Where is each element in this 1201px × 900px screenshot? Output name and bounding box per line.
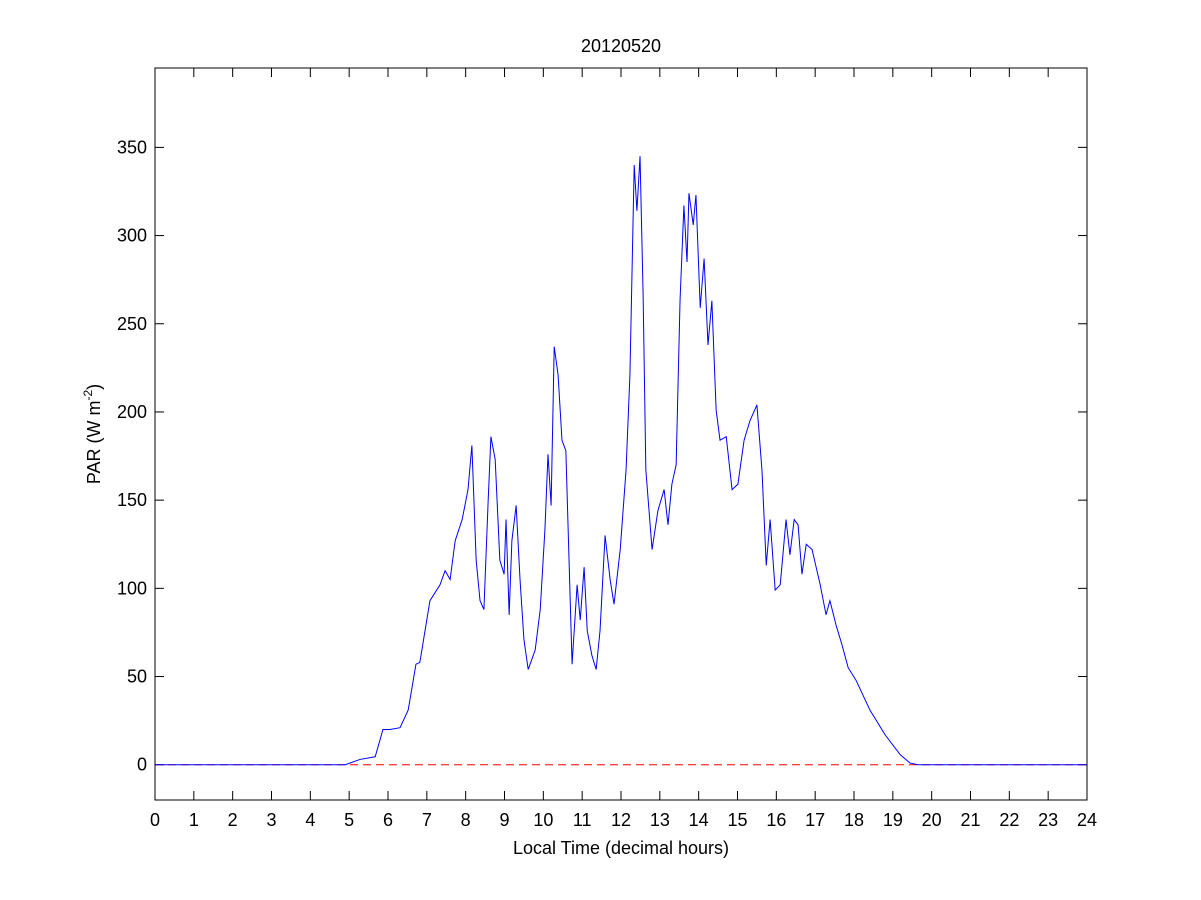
y-tick-label: 50	[127, 667, 147, 687]
x-tick-label: 21	[960, 810, 980, 830]
x-tick-label: 3	[266, 810, 276, 830]
y-axis-label-superscript: -2	[81, 390, 95, 401]
y-tick-label: 350	[117, 137, 147, 157]
x-tick-label: 24	[1077, 810, 1097, 830]
x-tick-label: 7	[422, 810, 432, 830]
x-tick-label: 5	[344, 810, 354, 830]
x-tick-label: 22	[999, 810, 1019, 830]
y-tick-label: 200	[117, 402, 147, 422]
x-tick-label: 10	[533, 810, 553, 830]
y-axis-label-text: )	[84, 384, 104, 390]
x-tick-label: 23	[1038, 810, 1058, 830]
y-tick-label: 0	[137, 755, 147, 775]
x-tick-label: 6	[383, 810, 393, 830]
y-tick-label: 100	[117, 578, 147, 598]
x-tick-label: 8	[461, 810, 471, 830]
x-tick-label: 17	[805, 810, 825, 830]
x-tick-label: 2	[228, 810, 238, 830]
x-tick-label: 1	[189, 810, 199, 830]
x-tick-label: 12	[611, 810, 631, 830]
x-axis-label: Local Time (decimal hours)	[513, 838, 729, 858]
x-tick-label: 18	[844, 810, 864, 830]
x-tick-label: 16	[766, 810, 786, 830]
y-tick-label: 150	[117, 490, 147, 510]
x-tick-label: 11	[573, 810, 592, 830]
x-tick-label: 9	[499, 810, 509, 830]
x-tick-label: 19	[883, 810, 903, 830]
chart-title: 20120520	[581, 36, 661, 56]
y-tick-label: 300	[117, 226, 147, 246]
y-axis-label-text: PAR (W m	[84, 401, 104, 485]
x-tick-label: 20	[922, 810, 942, 830]
data-line	[155, 156, 1087, 766]
y-tick-label: 250	[117, 314, 147, 334]
y-axis-label: PAR (W m-2)	[81, 384, 104, 484]
x-tick-label: 13	[650, 810, 670, 830]
x-tick-label: 15	[727, 810, 747, 830]
x-tick-label: 14	[689, 810, 709, 830]
x-tick-label: 4	[305, 810, 315, 830]
x-tick-label: 0	[150, 810, 160, 830]
